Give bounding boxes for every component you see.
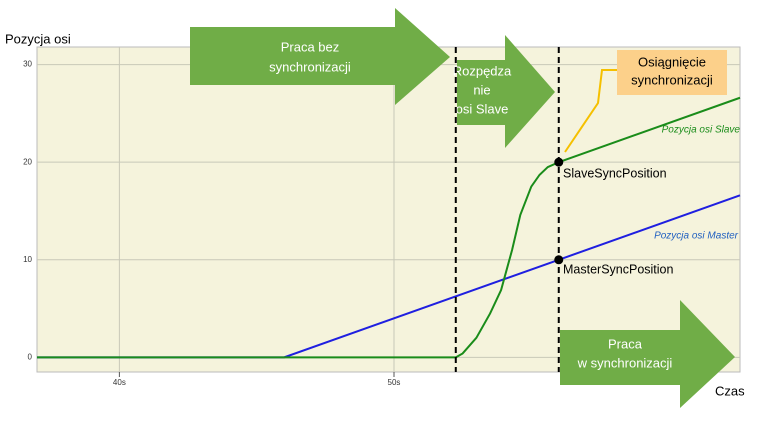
arrow-text: nie [473, 82, 490, 97]
x-tick-label: 50s [388, 378, 401, 387]
sync-point [554, 255, 564, 265]
series-line [37, 96, 741, 359]
series-label: Pozycja osi Slave [662, 125, 741, 136]
y-axis-label: Pozycja osi [5, 31, 71, 46]
callout-text: Osiągnięcie [638, 54, 706, 69]
y-tick-label: 10 [23, 255, 32, 264]
x-tick-label: 40s [113, 378, 126, 387]
callout-connector [564, 69, 617, 153]
x-axis-label: Czas [715, 383, 745, 398]
arrow [457, 35, 555, 148]
arrow-text: synchronizacji [269, 59, 351, 74]
arrow-text: Praca bez [281, 39, 340, 54]
y-tick-label: 30 [23, 60, 32, 69]
arrow [190, 8, 450, 105]
arrow-text: Praca [608, 336, 643, 351]
sync-label: SlaveSyncPosition [563, 166, 667, 180]
y-tick-label: 0 [28, 352, 33, 361]
arrow-text: Rozpędza [453, 63, 512, 78]
sync-label: MasterSyncPosition [563, 262, 674, 276]
sync-point [554, 157, 564, 167]
y-tick-label: 20 [23, 157, 32, 166]
arrow-text: osi Slave [456, 101, 509, 116]
series-label: Pozycja osi Master [654, 231, 739, 242]
plot-area [36, 46, 741, 373]
callout-text: synchronizacji [631, 72, 713, 87]
callout-box [617, 50, 727, 95]
arrow [560, 300, 735, 408]
arrow-text: w synchronizacji [577, 355, 673, 370]
